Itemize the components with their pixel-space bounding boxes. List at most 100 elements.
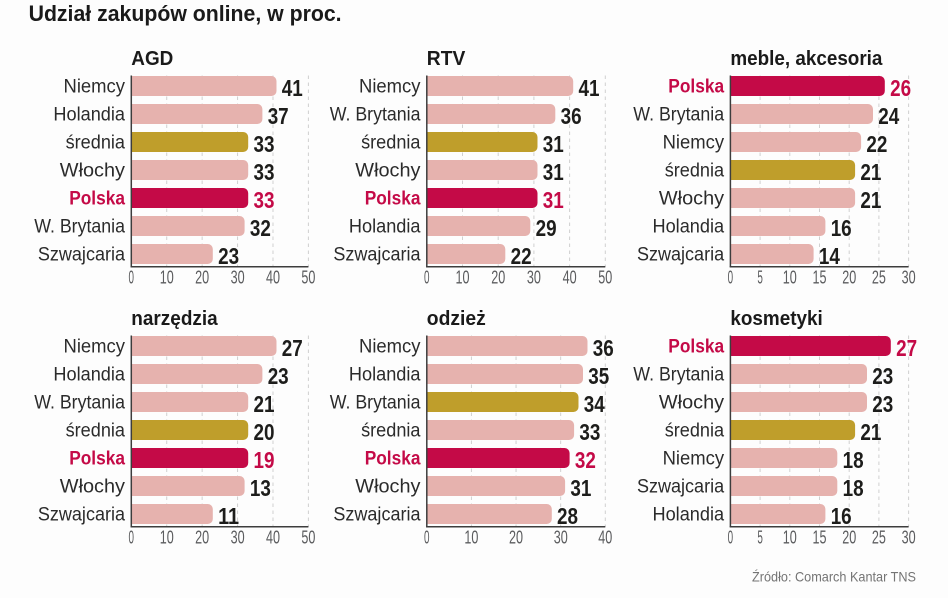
svg-text:średnia: średnia	[66, 133, 126, 154]
svg-text:33: 33	[254, 187, 275, 213]
svg-text:14: 14	[819, 243, 840, 269]
svg-text:W. Brytania: W. Brytania	[330, 105, 421, 126]
svg-text:16: 16	[831, 503, 852, 529]
svg-text:średnia: średnia	[361, 133, 421, 154]
svg-text:RTV: RTV	[427, 48, 466, 70]
svg-text:0: 0	[728, 528, 734, 548]
svg-text:Włochy: Włochy	[355, 477, 421, 498]
svg-text:41: 41	[282, 75, 303, 101]
svg-text:W. Brytania: W. Brytania	[34, 217, 125, 238]
svg-text:Szwajcaria: Szwajcaria	[637, 245, 725, 266]
svg-text:23: 23	[268, 363, 289, 389]
svg-text:W. Brytania: W. Brytania	[633, 365, 724, 386]
svg-text:Holandia: Holandia	[53, 105, 125, 126]
svg-text:20: 20	[195, 528, 209, 548]
svg-text:30: 30	[902, 528, 916, 548]
svg-text:W. Brytania: W. Brytania	[34, 393, 125, 414]
svg-text:28: 28	[557, 503, 578, 529]
svg-text:20: 20	[195, 268, 209, 288]
svg-text:Polska: Polska	[365, 449, 421, 470]
svg-text:10: 10	[160, 268, 174, 288]
svg-text:Szwajcaria: Szwajcaria	[333, 245, 421, 266]
svg-text:36: 36	[593, 335, 614, 361]
svg-text:20: 20	[491, 268, 505, 288]
svg-text:18: 18	[843, 447, 864, 473]
svg-text:Włochy: Włochy	[60, 477, 126, 498]
svg-text:16: 16	[831, 215, 852, 241]
svg-text:Włochy: Włochy	[355, 161, 421, 182]
svg-text:średnia: średnia	[66, 421, 126, 442]
svg-text:Niemcy: Niemcy	[64, 337, 126, 358]
svg-text:20: 20	[254, 419, 275, 445]
svg-text:27: 27	[896, 335, 917, 361]
svg-text:0: 0	[129, 528, 135, 548]
svg-text:35: 35	[588, 363, 609, 389]
svg-text:Szwajcaria: Szwajcaria	[38, 245, 126, 266]
svg-text:Włochy: Włochy	[659, 189, 725, 210]
svg-text:Holandia: Holandia	[53, 365, 125, 386]
svg-text:0: 0	[424, 528, 430, 548]
svg-text:Polska: Polska	[365, 189, 421, 210]
svg-text:13: 13	[250, 475, 271, 501]
svg-text:W. Brytania: W. Brytania	[633, 105, 724, 126]
svg-text:AGD: AGD	[131, 48, 173, 70]
svg-text:31: 31	[543, 159, 564, 185]
svg-text:40: 40	[563, 268, 577, 288]
svg-text:23: 23	[872, 363, 893, 389]
svg-text:10: 10	[464, 528, 478, 548]
svg-text:odzież: odzież	[427, 308, 486, 330]
svg-text:21: 21	[860, 187, 881, 213]
svg-text:19: 19	[254, 447, 275, 473]
svg-text:Holandia: Holandia	[349, 365, 421, 386]
svg-text:20: 20	[509, 528, 523, 548]
svg-text:40: 40	[266, 528, 280, 548]
svg-text:32: 32	[575, 447, 596, 473]
svg-text:30: 30	[231, 268, 245, 288]
svg-text:22: 22	[511, 243, 532, 269]
svg-text:10: 10	[456, 268, 470, 288]
svg-text:25: 25	[872, 528, 886, 548]
svg-text:10: 10	[783, 528, 797, 548]
svg-text:kosmetyki: kosmetyki	[730, 308, 822, 330]
svg-text:33: 33	[254, 131, 275, 157]
svg-text:5: 5	[757, 268, 763, 288]
svg-text:50: 50	[598, 268, 612, 288]
svg-text:50: 50	[301, 528, 315, 548]
svg-text:23: 23	[872, 391, 893, 417]
svg-text:W. Brytania: W. Brytania	[330, 393, 421, 414]
svg-text:22: 22	[866, 131, 887, 157]
svg-text:30: 30	[902, 268, 916, 288]
svg-text:31: 31	[543, 131, 564, 157]
svg-text:41: 41	[579, 75, 600, 101]
svg-text:Polska: Polska	[69, 189, 125, 210]
svg-text:26: 26	[890, 75, 911, 101]
svg-text:Polska: Polska	[69, 449, 125, 470]
svg-text:Niemcy: Niemcy	[663, 133, 725, 154]
svg-text:31: 31	[543, 187, 564, 213]
svg-text:21: 21	[860, 419, 881, 445]
svg-text:24: 24	[878, 103, 899, 129]
svg-text:15: 15	[813, 268, 827, 288]
svg-text:Niemcy: Niemcy	[663, 449, 725, 470]
svg-text:36: 36	[561, 103, 582, 129]
svg-text:0: 0	[129, 268, 135, 288]
svg-text:Szwajcaria: Szwajcaria	[637, 477, 725, 498]
svg-text:20: 20	[842, 528, 856, 548]
svg-text:Włochy: Włochy	[60, 161, 126, 182]
svg-text:37: 37	[268, 103, 289, 129]
svg-text:średnia: średnia	[665, 161, 725, 182]
svg-text:18: 18	[843, 475, 864, 501]
svg-text:21: 21	[254, 391, 275, 417]
svg-text:meble, akcesoria: meble, akcesoria	[730, 48, 883, 70]
svg-text:25: 25	[872, 268, 886, 288]
svg-text:Udział zakupów online, w proc.: Udział zakupów online, w proc.	[29, 1, 342, 26]
svg-text:11: 11	[218, 503, 239, 529]
svg-text:50: 50	[301, 268, 315, 288]
svg-text:23: 23	[218, 243, 239, 269]
svg-text:Holandia: Holandia	[653, 217, 725, 238]
svg-text:0: 0	[424, 268, 430, 288]
svg-text:Niemcy: Niemcy	[64, 77, 126, 98]
svg-text:30: 30	[527, 268, 541, 288]
svg-text:Źródło: Comarch Kantar TNS: Źródło: Comarch Kantar TNS	[752, 569, 916, 585]
svg-text:29: 29	[536, 215, 557, 241]
